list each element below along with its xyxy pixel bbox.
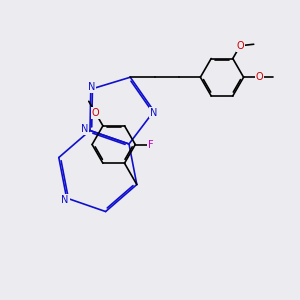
Text: O: O (92, 108, 99, 118)
Text: F: F (148, 140, 154, 149)
Text: N: N (150, 108, 158, 118)
Text: O: O (237, 41, 244, 51)
Text: O: O (256, 72, 263, 82)
Text: N: N (61, 194, 69, 205)
Text: N: N (88, 82, 95, 92)
Text: N: N (81, 124, 88, 134)
